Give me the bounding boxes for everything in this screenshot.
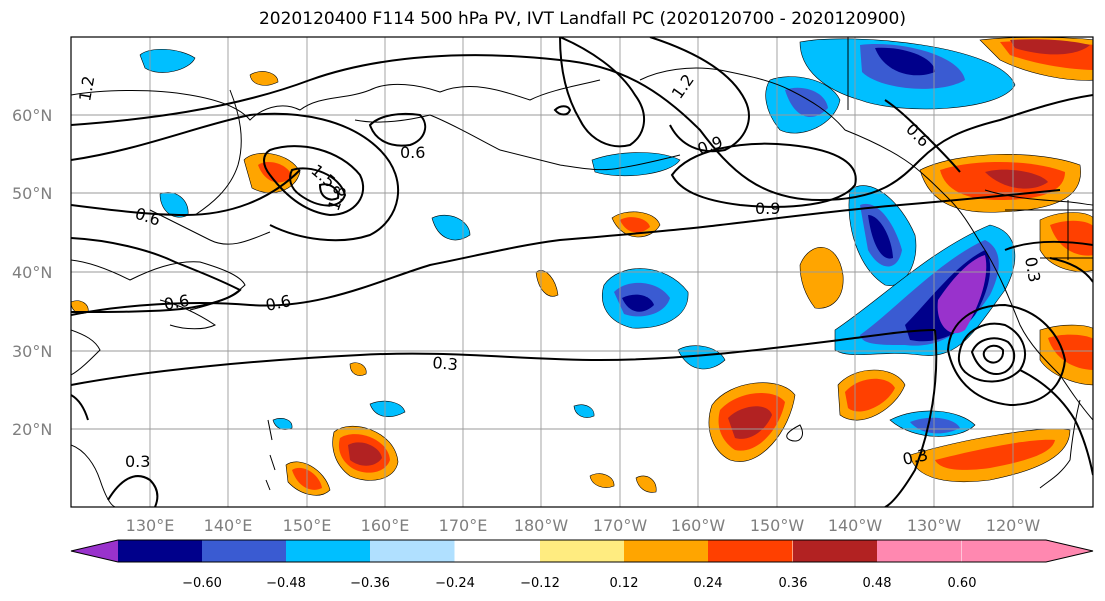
contour-label: 0.6 [400, 143, 425, 162]
lon-label: 160°W [671, 516, 726, 535]
lon-label: 130°E [126, 516, 175, 535]
positive-anomaly-regions [71, 37, 1093, 496]
chart-title: 2020120400 F114 500 hPa PV, IVT Landfall… [258, 9, 906, 29]
lon-label: 120°W [986, 516, 1041, 535]
colorbar-segment [708, 540, 793, 562]
lon-label: 150°E [283, 516, 332, 535]
lat-label: 60°N [12, 106, 52, 125]
colorbar-extend-high [962, 540, 1093, 562]
colorbar-tick: 0.12 [610, 576, 639, 591]
lon-label: 170°E [439, 516, 488, 535]
contour-label: 0.6 [162, 291, 190, 314]
colorbar-tick: −0.48 [266, 576, 306, 591]
lon-label: 180°W [514, 516, 569, 535]
contour-label: 0.9 [755, 199, 780, 218]
negative-anomaly-regions [139, 38, 1016, 437]
lat-label: 20°N [12, 420, 52, 439]
colorbar-segment [286, 540, 371, 562]
latitude-labels: 60°N 50°N 40°N 30°N 20°N [12, 106, 52, 439]
colorbar-tick: 0.60 [948, 576, 977, 591]
map-frame [70, 36, 1094, 508]
colorbar-tick: −0.24 [435, 576, 475, 591]
pv-contours [71, 37, 1093, 507]
contour-label: 0.6 [264, 291, 293, 315]
colorbar-tick: 0.36 [779, 576, 808, 591]
colorbar [70, 539, 1094, 563]
contour-label: 0.3 [125, 452, 150, 471]
lon-label: 130°W [907, 516, 962, 535]
colorbar-segment [793, 540, 878, 562]
colorbar-segment [877, 540, 962, 562]
lon-label: 150°W [750, 516, 805, 535]
colorbar-tick: 0.24 [694, 576, 723, 591]
lon-label: 170°W [593, 516, 648, 535]
colorbar-tick: −0.60 [182, 576, 222, 591]
colorbar-segment [455, 540, 540, 562]
colorbar-segment [624, 540, 709, 562]
lat-label: 40°N [12, 263, 52, 282]
colorbar-tick: −0.12 [520, 576, 560, 591]
contour-label: 1.2 [75, 74, 98, 102]
lon-label: 160°E [361, 516, 410, 535]
contour-label: 0.3 [901, 445, 930, 469]
longitude-labels: 130°E 140°E 150°E 160°E 170°E 180°W 170°… [126, 516, 1041, 535]
lat-label: 30°N [12, 342, 52, 361]
contour-label: 0.3 [1021, 255, 1044, 283]
colorbar-segment [540, 540, 625, 562]
colorbar-tick: −0.36 [350, 576, 390, 591]
colorbar-segment [202, 540, 287, 562]
colorbar-ticks: −0.60 −0.48 −0.36 −0.24 −0.12 0.12 0.24 … [182, 576, 976, 591]
colorbar-extend-low [71, 540, 118, 562]
lon-label: 140°E [204, 516, 253, 535]
colorbar-segment [118, 540, 203, 562]
lon-label: 140°W [828, 516, 883, 535]
lat-label: 50°N [12, 184, 52, 203]
contour-label: 0.3 [432, 353, 459, 374]
colorbar-tick: 0.48 [863, 576, 892, 591]
colorbar-segment [370, 540, 455, 562]
